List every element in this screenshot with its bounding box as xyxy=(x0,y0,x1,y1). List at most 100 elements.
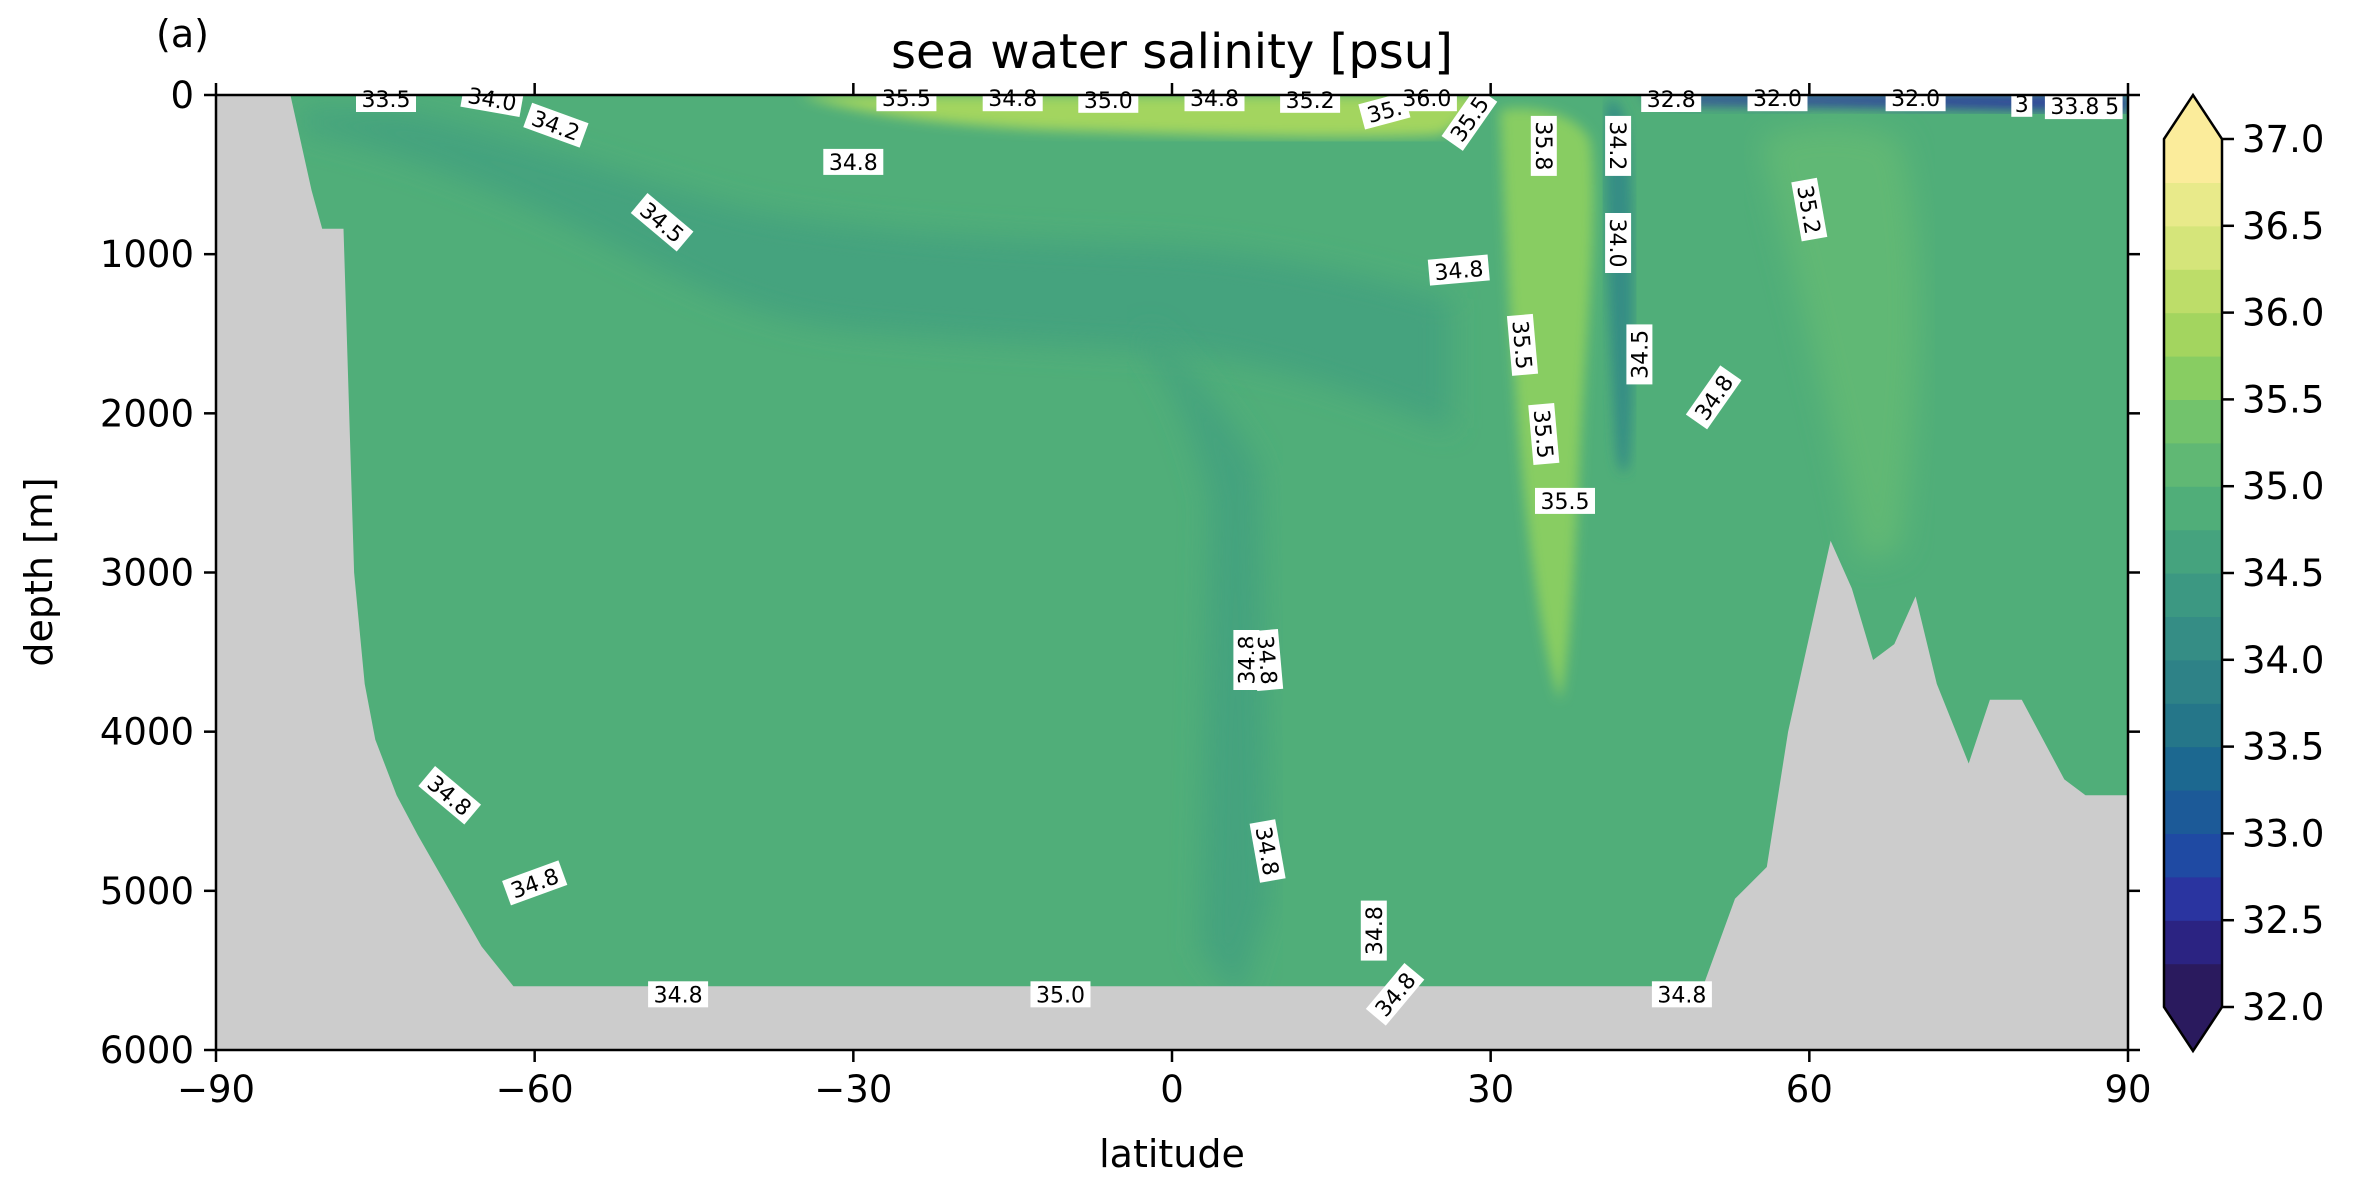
chart-title: sea water salinity [psu] xyxy=(891,24,1453,80)
contour-label: 34.8 xyxy=(982,85,1043,112)
colorbar-swatch xyxy=(2164,269,2222,314)
salinity-region-nordic-seas xyxy=(1760,125,1919,560)
contour-label: 3 xyxy=(2011,90,2033,118)
contour-label-text: 34.2 xyxy=(1604,121,1629,170)
salinity-region-arctic-front xyxy=(1605,100,1634,473)
colorbar: 32.0 32.5 33.0 33.5 34.0 34.5 35.0 35.5 36.0 36.5… xyxy=(2162,92,2324,1054)
contour-label-text: 35.5 xyxy=(1541,490,1590,515)
x-tick-label: −30 xyxy=(814,1068,892,1111)
colorbar-swatch xyxy=(2164,486,2222,531)
contour-label-text: 36.0 xyxy=(1402,87,1451,112)
y-axis-label: depth [m] xyxy=(17,477,61,666)
colorbar-tick-label: 32.5 xyxy=(2242,899,2324,942)
x-axis: −90 −60 −30 0 30 60 90 xyxy=(177,83,2152,1111)
contour-label: 32.0 xyxy=(1885,85,1946,112)
colorbar-swatch xyxy=(2164,703,2222,748)
colorbar-swatch xyxy=(2164,573,2222,617)
contour-label: 5 xyxy=(2101,93,2123,120)
colorbar-tick-label: 34.5 xyxy=(2242,552,2324,595)
contour-label-text: 35.0 xyxy=(1036,983,1085,1008)
y-tick-label: 0 xyxy=(170,74,194,117)
y-tick-label: 5000 xyxy=(100,870,194,913)
panel-label: (a) xyxy=(156,12,209,56)
contour-label: 32.0 xyxy=(1747,85,1808,112)
contour-label: 32.8 xyxy=(1641,86,1702,113)
contour-label: 34.2 xyxy=(1604,115,1632,176)
contour-label: 36.0 xyxy=(1396,85,1457,112)
x-tick-label: 90 xyxy=(2104,1068,2151,1111)
contour-label-text: 34.8 xyxy=(1657,983,1706,1008)
colorbar-swatch xyxy=(2164,225,2222,270)
contour-label-text: 34.8 xyxy=(1433,257,1484,286)
contour-label: 34.8 xyxy=(823,148,884,176)
colorbar-swatch xyxy=(2164,616,2222,661)
x-tick-label: 0 xyxy=(1160,1068,1184,1111)
contour-label: 35.5 xyxy=(1528,402,1560,466)
contour-label: 35.2 xyxy=(1280,86,1341,114)
contour-label-text: 5 xyxy=(2105,95,2119,120)
colorbar-tick-label: 36.0 xyxy=(2242,292,2324,335)
contour-label-text: 35.5 xyxy=(1528,409,1557,460)
x-tick-label: 60 xyxy=(1786,1068,1833,1111)
colorbar-swatch xyxy=(2164,182,2222,227)
colorbar-swatch xyxy=(2164,312,2222,357)
colorbar-tick-label: 34.0 xyxy=(2242,639,2324,682)
contour-label-text: 32.0 xyxy=(1753,87,1802,112)
contour-label: 33.8 xyxy=(2044,93,2105,120)
colorbar-tick-label: 35.5 xyxy=(2242,378,2324,421)
contour-label: 35.0 xyxy=(1078,86,1139,114)
contour-label: 34.0 xyxy=(1604,213,1632,273)
colorbar-extend-under xyxy=(2164,1007,2222,1051)
colorbar-swatch xyxy=(2164,529,2222,574)
contour-label-text: 3 xyxy=(2015,93,2029,118)
contour-label-text: 35.0 xyxy=(1084,89,1133,114)
y-tick-label: 4000 xyxy=(100,711,194,754)
contour-label: 35.5 xyxy=(876,85,937,112)
contour-label-text: 35.5 xyxy=(1506,320,1535,371)
contour-label-text: 34.5 xyxy=(1628,330,1653,379)
contour-label-text: 33.8 xyxy=(2050,95,2099,120)
contour-label-text: 34.8 xyxy=(1190,87,1239,112)
contour-label-text: 32.0 xyxy=(1891,87,1940,112)
contour-label-text: 32.8 xyxy=(1647,88,1696,113)
contour-label-text: 34.8 xyxy=(988,87,1037,112)
colorbar-swatch xyxy=(2164,356,2222,400)
colorbar-swatch xyxy=(2164,790,2222,834)
contour-label-text: 34.8 xyxy=(829,151,878,176)
contour-label: 35.5 xyxy=(1506,313,1539,376)
colorbar-swatch xyxy=(2164,963,2222,1008)
colorbar-swatch xyxy=(2164,659,2222,704)
contour-label-text: 34.8 xyxy=(1252,635,1281,686)
colorbar-tick-label: 33.5 xyxy=(2242,726,2324,769)
contour-label: 34.8 xyxy=(1427,254,1490,286)
colorbar-tick-label: 32.0 xyxy=(2242,986,2324,1029)
colorbar-swatch xyxy=(2164,746,2222,791)
colorbar-swatch xyxy=(2164,876,2222,921)
contour-label: 34.8 xyxy=(1651,981,1712,1008)
colorbar-tick-label: 37.0 xyxy=(2242,118,2324,161)
contour-label: 34.5 xyxy=(1626,324,1653,385)
colorbar-tick-label: 36.5 xyxy=(2242,205,2324,248)
x-tick-label: −90 xyxy=(177,1068,255,1111)
contour-label: 34.8 xyxy=(1252,628,1284,692)
x-tick-label: −60 xyxy=(496,1068,574,1111)
contour-label-text: 34.8 xyxy=(1363,906,1388,955)
y-tick-label: 1000 xyxy=(100,233,194,276)
contour-label: 33.5 xyxy=(356,86,416,113)
salinity-region-central-subsurface xyxy=(1140,330,1270,1000)
colorbar-tick-label: 35.0 xyxy=(2242,465,2324,508)
colorbar-swatch xyxy=(2164,920,2222,965)
x-tick-label: 30 xyxy=(1467,1068,1514,1111)
contour-label: 34.8 xyxy=(1184,85,1245,112)
colorbar-swatch xyxy=(2164,833,2222,878)
colorbar-swatch xyxy=(2164,399,2222,444)
colorbar-swatch xyxy=(2164,139,2222,183)
y-tick-label: 3000 xyxy=(100,552,194,595)
contour-label-text: 35.5 xyxy=(882,87,931,112)
contour-label: 35.5 xyxy=(1535,487,1595,515)
contour-label-text: 34.8 xyxy=(654,983,703,1008)
x-axis-label: latitude xyxy=(1099,1132,1245,1176)
colorbar-tick-label: 33.0 xyxy=(2242,812,2324,855)
contour-label: 34.8 xyxy=(1360,900,1388,961)
